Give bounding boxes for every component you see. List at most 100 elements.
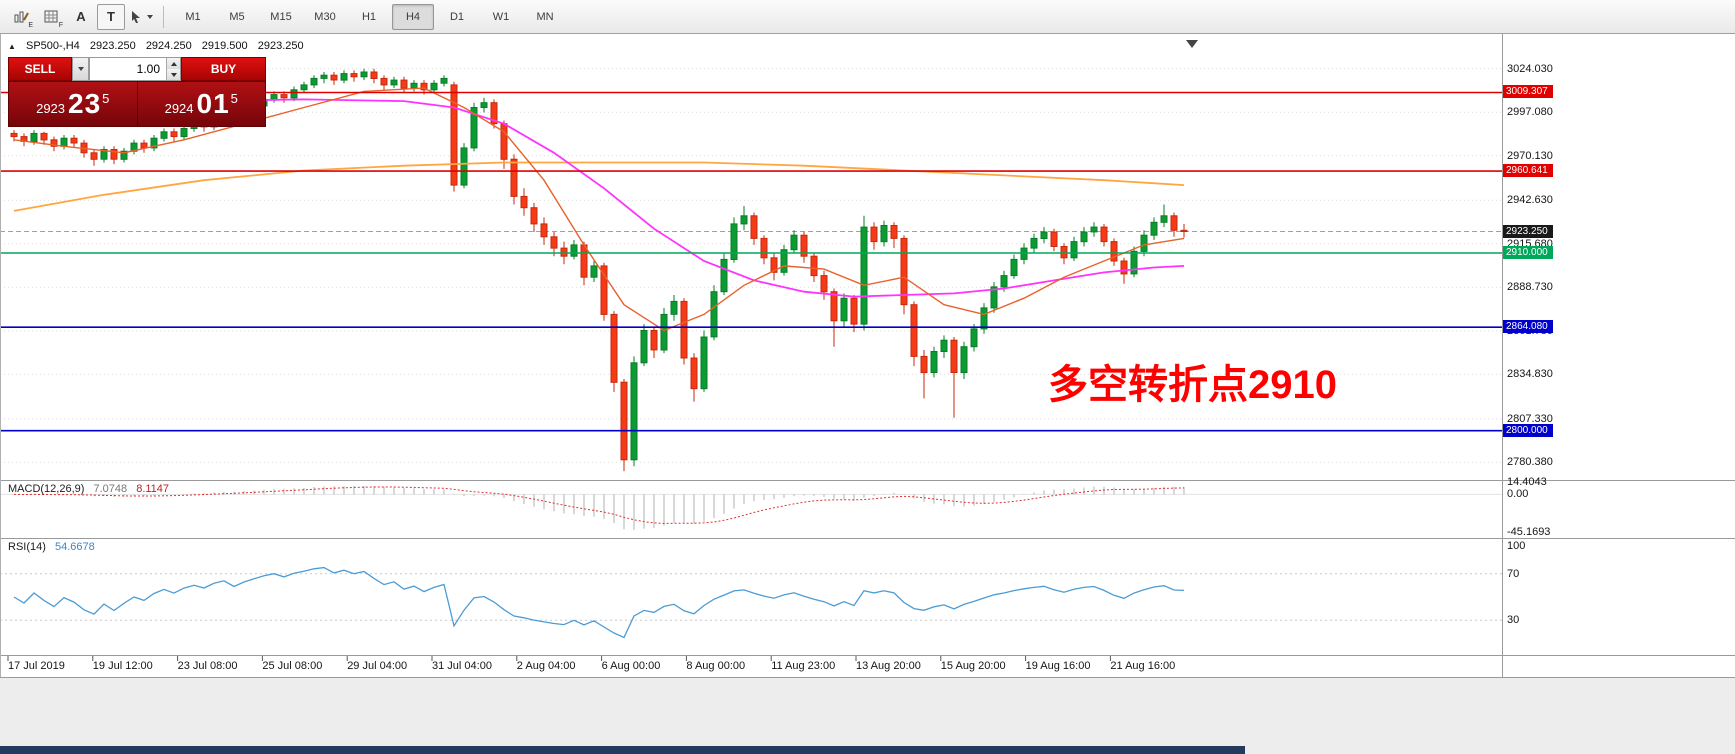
timeframe-w1[interactable]: W1 bbox=[492, 10, 510, 23]
timeframe-d1[interactable]: D1 bbox=[449, 10, 465, 23]
time-axis-label: 11 Aug 23:00 bbox=[771, 660, 836, 672]
letter-t-glyph: T bbox=[107, 9, 115, 24]
time-axis-label: 17 Jul 2019 bbox=[8, 660, 65, 672]
price-badge: 3009.307 bbox=[1503, 85, 1553, 99]
bottom-margin-area bbox=[0, 678, 1735, 754]
up-arrow-icon bbox=[170, 61, 177, 66]
bid-pips: 23 bbox=[68, 88, 102, 119]
low-value: 2919.500 bbox=[201, 40, 248, 52]
grid-properties-icon[interactable]: F bbox=[37, 4, 65, 30]
volume-input[interactable] bbox=[90, 58, 162, 80]
icon-sub-letter: F bbox=[58, 21, 63, 29]
cursor-tool-icon[interactable] bbox=[127, 4, 155, 30]
text-tool-icon[interactable]: T bbox=[97, 3, 125, 30]
letter-a-glyph: A bbox=[76, 9, 86, 24]
ask-pips: 01 bbox=[196, 88, 230, 119]
ask-price[interactable]: 2924 01 5 bbox=[138, 82, 266, 126]
price-badge: 2923.250 bbox=[1503, 224, 1553, 238]
symbol-label: SP500-,H4 bbox=[25, 40, 80, 52]
macd-signal-value: 8.1147 bbox=[136, 483, 170, 495]
price-tick-label: 2970.130 bbox=[1507, 149, 1553, 162]
time-axis-label: 15 Aug 20:00 bbox=[940, 660, 1006, 672]
cursor-glyph bbox=[131, 10, 140, 23]
macd-main-value: 7.0748 bbox=[93, 483, 128, 495]
toolbar: E F A T M1 M5 M15 M30 H1 H4 D1 W1 MN bbox=[0, 0, 1735, 34]
macd-axis-label: 0.00 bbox=[1507, 488, 1529, 501]
timeframe-m30[interactable]: M30 bbox=[314, 10, 336, 23]
time-axis-label: 8 Aug 00:00 bbox=[686, 660, 746, 672]
price-axis: 3024.030 2997.080 2970.130 2942.630 2915.680… bbox=[1502, 0, 1735, 678]
rsi-name: RSI(14) bbox=[8, 541, 46, 553]
close-value: 2923.250 bbox=[257, 40, 304, 52]
ask-integer: 2924 bbox=[164, 100, 194, 116]
timeframe-m5[interactable]: M5 bbox=[229, 10, 245, 23]
time-axis-label: 31 Jul 04:00 bbox=[432, 660, 492, 672]
toolbar-separator bbox=[163, 5, 164, 28]
timeframe-m1[interactable]: M1 bbox=[185, 10, 201, 23]
sell-button[interactable]: SELL bbox=[8, 57, 72, 81]
timeframe-group: M1 M5 M15 M30 H1 H4 D1 W1 MN bbox=[171, 3, 567, 30]
one-click-trading-panel: SELL BUY 2923 23 5 2924 01 5 bbox=[8, 57, 266, 127]
macd-axis-label: -45.1693 bbox=[1507, 526, 1551, 539]
bid-price[interactable]: 2923 23 5 bbox=[9, 82, 137, 126]
icon-sub-letter: E bbox=[28, 21, 33, 29]
macd-name: MACD(12,26,9) bbox=[8, 483, 85, 495]
time-axis-label: 29 Jul 04:00 bbox=[347, 660, 408, 672]
time-axis-label: 19 Aug 16:00 bbox=[1025, 660, 1091, 672]
bid-subpip: 5 bbox=[102, 90, 110, 106]
macd-axis-label: 14.4043 bbox=[1507, 476, 1547, 489]
chart-ohlc-header: ▲ SP500-,H4 2923.250 2924.250 2919.500 2… bbox=[8, 40, 311, 52]
volume-spinner bbox=[166, 58, 180, 80]
time-axis: 17 Jul 2019 19 Jul 12:00 23 Jul 08:00 25 Ju… bbox=[0, 656, 1502, 677]
price-badge: 2910.000 bbox=[1503, 245, 1553, 259]
time-axis-label: 2 Aug 04:00 bbox=[516, 660, 576, 672]
trade-panel-controls: SELL BUY bbox=[8, 57, 266, 81]
chart-pencil-icon[interactable]: E bbox=[7, 4, 35, 30]
open-value: 2923.250 bbox=[89, 40, 136, 52]
time-axis-label: 23 Jul 08:00 bbox=[177, 660, 238, 672]
volume-dropdown-button[interactable] bbox=[72, 57, 89, 81]
timeframe-h1[interactable]: H1 bbox=[361, 10, 377, 23]
timeframe-h4[interactable]: H4 bbox=[392, 3, 434, 30]
chart-pencil-glyph bbox=[14, 11, 29, 22]
macd-indicator-label: MACD(12,26,9) 7.0748 8.1147 bbox=[8, 483, 169, 495]
time-axis-label: 13 Aug 20:00 bbox=[856, 660, 921, 672]
status-strip bbox=[0, 746, 1245, 754]
timeframe-m15[interactable]: M15 bbox=[270, 10, 292, 23]
price-tick-label: 2997.080 bbox=[1507, 106, 1553, 119]
price-badge: 2800.000 bbox=[1503, 423, 1553, 437]
price-divider bbox=[136, 82, 138, 126]
rsi-indicator-label: RSI(14) 54.6678 bbox=[8, 541, 95, 553]
price-tick-label: 2780.380 bbox=[1507, 456, 1553, 469]
volume-field-wrap bbox=[89, 57, 181, 81]
dropdown-caret-icon bbox=[77, 67, 84, 71]
volume-decrease-button[interactable] bbox=[166, 69, 180, 80]
price-tick-label: 2834.830 bbox=[1507, 368, 1553, 381]
arrow-label-icon[interactable]: A bbox=[67, 4, 95, 30]
chart-annotation-text: 多空转折点2910 bbox=[1048, 363, 1337, 407]
time-axis-label: 19 Jul 12:00 bbox=[92, 660, 153, 672]
rsi-axis-label: 30 bbox=[1507, 614, 1520, 627]
rsi-axis-label: 100 bbox=[1507, 540, 1526, 552]
price-tick-label: 2942.630 bbox=[1507, 194, 1553, 207]
price-badge: 2864.080 bbox=[1503, 320, 1553, 334]
timeframe-mn[interactable]: MN bbox=[536, 10, 554, 23]
time-axis-label: 25 Jul 08:00 bbox=[262, 660, 323, 672]
rsi-axis-label: 70 bbox=[1507, 567, 1520, 580]
buy-button[interactable]: BUY bbox=[181, 57, 266, 81]
grid-glyph bbox=[44, 10, 58, 22]
bid-integer: 2923 bbox=[36, 100, 66, 116]
down-arrow-icon bbox=[170, 72, 177, 77]
volume-increase-button[interactable] bbox=[166, 58, 180, 69]
bid-ask-display: 2923 23 5 2924 01 5 bbox=[8, 81, 266, 127]
price-tick-label: 2807.330 bbox=[1507, 412, 1553, 425]
price-tick-label: 3024.030 bbox=[1507, 62, 1553, 75]
price-tick-label: 2888.730 bbox=[1507, 281, 1553, 294]
time-axis-label: 6 Aug 00:00 bbox=[601, 660, 661, 672]
collapse-triangle-icon[interactable]: ▲ bbox=[8, 42, 16, 51]
rsi-value: 54.6678 bbox=[54, 541, 95, 553]
ask-subpip: 5 bbox=[230, 90, 238, 106]
chart-canvas[interactable] bbox=[0, 0, 1735, 678]
price-badge: 2960.641 bbox=[1503, 164, 1553, 178]
dropdown-caret-icon bbox=[146, 14, 153, 19]
